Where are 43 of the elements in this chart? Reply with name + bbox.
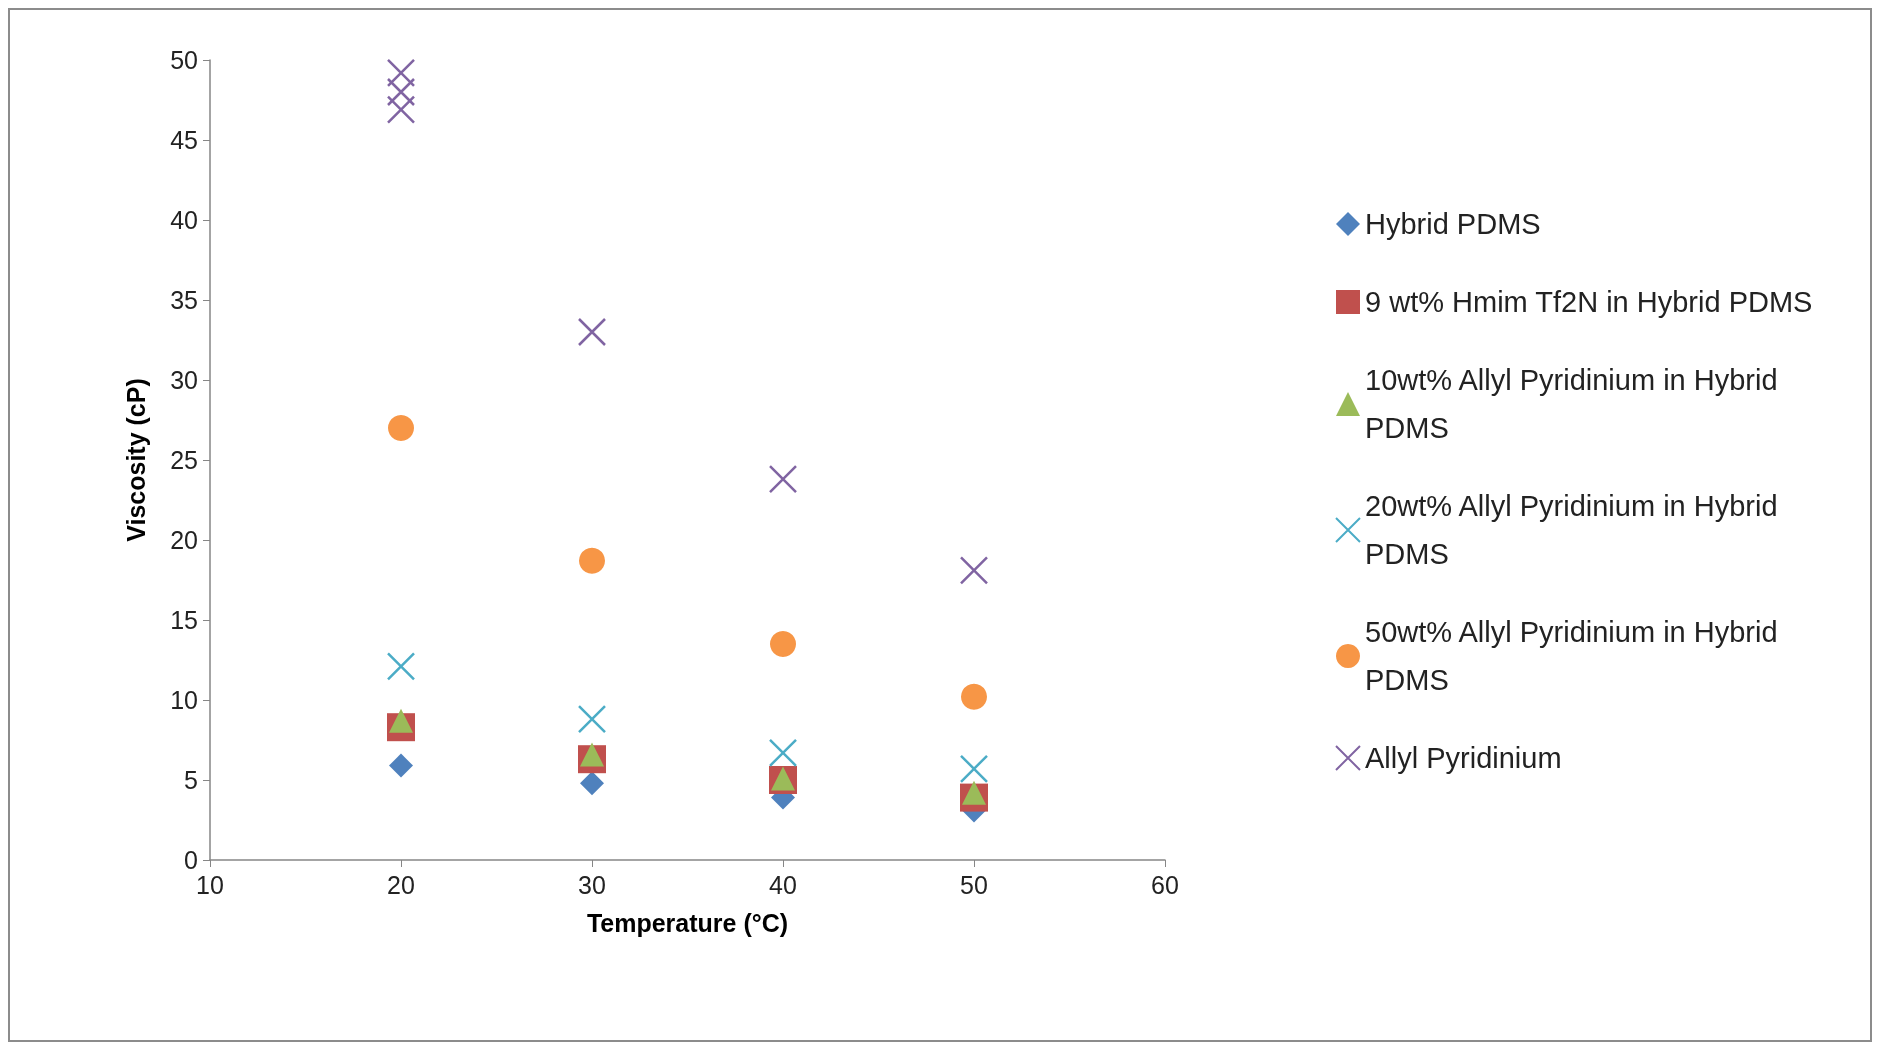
legend-label: 10wt% Allyl Pyridinium in Hybrid PDMS: [1365, 364, 1786, 444]
point: [579, 547, 605, 574]
y-tick-label: 35: [170, 286, 198, 314]
legend-label: 50wt% Allyl Pyridinium in Hybrid PDMS: [1365, 616, 1786, 696]
point: [580, 742, 604, 767]
point: [770, 631, 796, 657]
y-tick-label: 0: [184, 846, 198, 874]
x-axis-title: Temperature (°C): [586, 908, 789, 937]
point: [389, 708, 413, 733]
y-tick-label: 45: [170, 126, 198, 154]
point: [580, 771, 604, 796]
x-tick-label: 60: [1151, 870, 1179, 899]
x-tick-label: 20: [387, 870, 415, 899]
legend-label: Allyl Pyridinium: [1365, 742, 1562, 774]
point: [389, 753, 413, 778]
x-tick-label: 30: [578, 870, 606, 899]
point: [386, 95, 416, 124]
y-tick-label: 50: [170, 46, 198, 74]
point: [962, 780, 986, 805]
point: [961, 683, 987, 710]
y-tick-label: 5: [184, 766, 198, 794]
point: [768, 738, 798, 768]
legend-label: 9 wt% Hmim Tf2N in Hybrid PDMS: [1365, 286, 1813, 318]
point: [386, 58, 416, 88]
point: [959, 556, 989, 585]
x-tick-label: 40: [769, 870, 797, 899]
y-tick-label: 20: [170, 526, 198, 554]
y-axis-title: Viscosity (cP): [121, 378, 150, 542]
point: [959, 754, 989, 784]
y-tick-label: 40: [170, 206, 198, 234]
point: [388, 415, 414, 441]
legend-label: Hybrid PDMS: [1365, 208, 1541, 240]
legend-label: 20wt% Allyl Pyridinium in Hybrid PDMS: [1365, 490, 1786, 570]
point: [577, 704, 607, 734]
y-tick-label: 25: [170, 446, 198, 474]
y-tick-label: 15: [170, 606, 198, 634]
point: [768, 464, 798, 494]
y-tick-label: 30: [170, 366, 198, 394]
y-tick-label: 10: [170, 686, 198, 714]
point: [386, 77, 416, 107]
point: [577, 317, 607, 347]
point: [386, 652, 416, 681]
x-tick-label: 50: [960, 870, 988, 899]
